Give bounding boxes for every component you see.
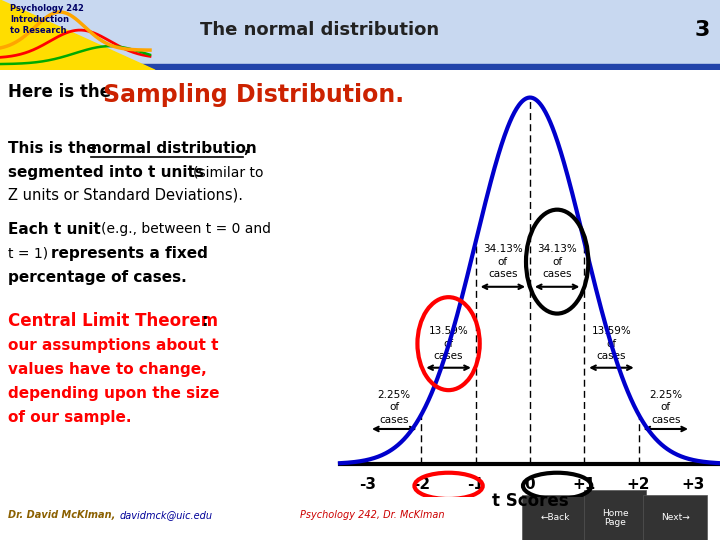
Text: of our sample.: of our sample.	[8, 410, 132, 426]
Text: Z units or Standard Deviations).: Z units or Standard Deviations).	[8, 187, 243, 202]
Polygon shape	[0, 0, 155, 70]
Text: Dr. David McKlman,: Dr. David McKlman,	[8, 510, 115, 520]
Text: Here is the: Here is the	[8, 83, 117, 102]
Text: represents a fixed: represents a fixed	[51, 246, 208, 261]
Text: Each t unit: Each t unit	[8, 222, 106, 237]
Text: Home
Page: Home Page	[602, 509, 629, 527]
Text: -3: -3	[359, 477, 376, 492]
Text: values have to change,: values have to change,	[8, 362, 207, 377]
Text: depending upon the size: depending upon the size	[8, 386, 220, 401]
Text: 3: 3	[695, 20, 710, 40]
Text: 34.13%
of
cases: 34.13% of cases	[483, 244, 523, 279]
Text: 0: 0	[525, 477, 535, 492]
Text: segmented into t units: segmented into t units	[8, 165, 209, 180]
Bar	[0, 64, 720, 70]
Text: 34.13%
of
cases: 34.13% of cases	[537, 244, 577, 279]
Text: Next→: Next→	[661, 514, 689, 522]
Text: The normal distribution: The normal distribution	[200, 21, 439, 39]
Text: Central Limit Theorem: Central Limit Theorem	[8, 312, 218, 330]
Text: normal distribution: normal distribution	[91, 141, 257, 156]
Text: -1: -1	[467, 477, 484, 492]
Text: (e.g., between t = 0 and: (e.g., between t = 0 and	[101, 222, 271, 236]
Text: Psychology 242
Introduction
to Research: Psychology 242 Introduction to Research	[10, 4, 84, 35]
Text: This is the: This is the	[8, 141, 102, 156]
Text: 2.25%
of
cases: 2.25% of cases	[378, 390, 411, 424]
Text: +2: +2	[627, 477, 650, 492]
Text: 13.59%
of
cases: 13.59% of cases	[428, 326, 469, 361]
Text: ←Back: ←Back	[540, 514, 570, 522]
Text: Sampling Distribution.: Sampling Distribution.	[103, 83, 404, 107]
Text: davidmck@uic.edu: davidmck@uic.edu	[120, 510, 213, 520]
Text: t = 1): t = 1)	[8, 246, 53, 260]
Text: t Scores: t Scores	[492, 492, 568, 510]
Text: +3: +3	[681, 477, 705, 492]
Text: our assumptions about t: our assumptions about t	[8, 338, 218, 353]
Text: Psychology 242, Dr. McKlman: Psychology 242, Dr. McKlman	[300, 510, 444, 520]
Text: 13.59%
of
cases: 13.59% of cases	[592, 326, 631, 361]
Text: -2: -2	[413, 477, 430, 492]
Text: 2.25%
of
cases: 2.25% of cases	[649, 390, 683, 424]
Text: ,: ,	[243, 141, 248, 156]
Text: (similar to: (similar to	[193, 165, 264, 179]
Text: +1: +1	[572, 477, 596, 492]
Text: percentage of cases.: percentage of cases.	[8, 271, 186, 285]
Text: :: :	[201, 312, 207, 330]
